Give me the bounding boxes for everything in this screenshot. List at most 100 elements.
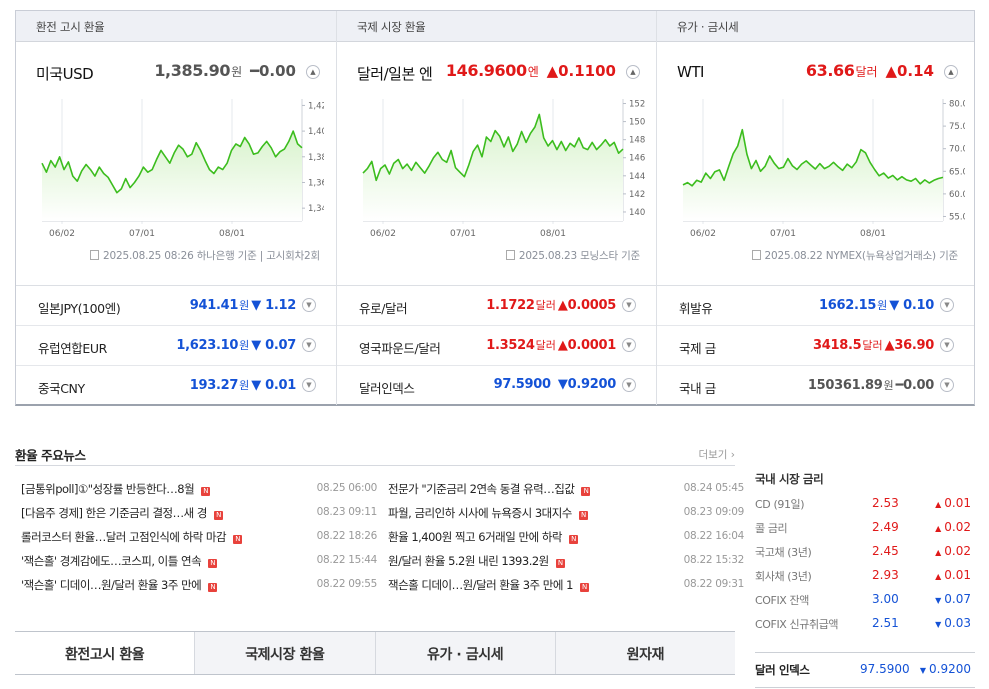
tab-international-rate[interactable]: 국제시장 환율 <box>194 632 375 674</box>
quote-change-value: 0.00 <box>258 62 296 80</box>
main-quote-value: 1,385.90원 ━0.00 <box>154 61 296 80</box>
rate-row-domestic-gold[interactable]: 국내 금 150361.89원 ━0.00 ▼ <box>657 366 974 406</box>
news-item[interactable]: '잭슨홀' 경계감에도…코스피, 이틀 연속 N 08.22 15:44 <box>21 550 377 574</box>
up-arrow-icon: ▲ <box>935 572 942 581</box>
up-arrow-icon: ▲ <box>546 62 559 80</box>
y-tick-label: 75.00 <box>949 122 965 132</box>
oil-gold-panel: 유가 · 금시세 WTI 63.66달러 ▲0.14 ▲ 80.0075.007… <box>656 11 974 405</box>
new-badge-icon: N <box>555 559 565 568</box>
rate-row-cny[interactable]: 중국CNY 193.27원 ▼ 0.01 ▼ <box>16 366 336 406</box>
expand-button[interactable]: ▼ <box>302 338 316 352</box>
rate-row-gasoline[interactable]: 휘발유 1662.15원 ▼ 0.10 ▼ <box>657 286 974 326</box>
panel-header[interactable]: 국제 시장 환율 <box>337 11 656 42</box>
y-tick-label: 70.00 <box>949 145 965 155</box>
main-quote-name[interactable]: 달러/일본 엔 <box>357 65 433 83</box>
news-headline[interactable]: 전문가 "기준금리 2연속 동결 유력…집값 N <box>388 481 591 497</box>
x-tick-label: 06/02 <box>370 229 396 239</box>
news-headline[interactable]: 롤러코스터 환율…달러 고점인식에 하락 마감 N <box>21 529 243 545</box>
y-tick-label: 1,360 <box>308 178 324 188</box>
expand-button[interactable]: ▼ <box>622 298 636 312</box>
news-headline-text: 롤러코스터 환율…달러 고점인식에 하락 마감 <box>21 530 227 544</box>
main-quote: WTI 63.66달러 ▲0.14 ▲ <box>677 61 958 85</box>
rate-row[interactable]: 국고채 (3년) 2.45 ▲ 0.02 <box>755 539 975 563</box>
row-number: 1.1722 <box>486 298 535 313</box>
news-headline-text: '잭슨홀' 경계감에도…코스피, 이틀 연속 <box>21 554 202 568</box>
main-quote-name[interactable]: 미국USD <box>36 65 94 83</box>
news-item[interactable]: [금통위poll]①"성장률 반등한다…8월 N 08.25 06:00 <box>21 478 377 502</box>
y-tick-label: 1,380 <box>308 153 324 163</box>
rate-value: 2.49 <box>872 520 899 534</box>
rate-row-eur[interactable]: 유럽연합EUR 1,623.10원 ▼ 0.07 ▼ <box>16 326 336 366</box>
expand-button[interactable]: ▼ <box>940 378 954 392</box>
rate-row[interactable]: COFIX 잔액 3.00 ▼ 0.07 <box>755 587 975 611</box>
row-value: 1662.15원 ▼ 0.10 <box>819 297 934 313</box>
row-unit: 원 <box>877 299 888 312</box>
rate-row-intl-gold[interactable]: 국제 금 3418.5달러 ▲36.90 ▼ <box>657 326 974 366</box>
flat-icon: ━ <box>895 378 904 393</box>
rate-rows: 일본JPY(100엔) 941.41원 ▼ 1.12 ▼ 유럽연합EUR 1,62… <box>16 285 336 406</box>
news-item[interactable]: '잭슨홀' 디데이…원/달러 환율 3주 만에 N 08.22 09:55 <box>21 574 377 598</box>
news-headline[interactable]: [금통위poll]①"성장률 반등한다…8월 N <box>21 481 211 497</box>
expand-button[interactable]: ▼ <box>302 378 316 392</box>
news-headline-text: 파월, 금리인하 시사에 뉴욕증시 3대지수 <box>388 506 572 520</box>
news-header: 환율 주요뉴스 더보기 › <box>15 438 735 466</box>
expand-button[interactable]: ▼ <box>940 298 954 312</box>
collapse-button[interactable]: ▲ <box>944 65 958 79</box>
source-text: 2025.08.22 NYMEX(뉴욕상업거래소) 기준 <box>764 250 959 262</box>
collapse-button[interactable]: ▲ <box>626 65 640 79</box>
document-icon <box>90 250 100 260</box>
news-headline[interactable]: [다음주 경제] 한은 기준금리 결정…새 경 N <box>21 505 223 521</box>
news-item[interactable]: 전문가 "기준금리 2연속 동결 유력…집값 N 08.24 05:45 <box>388 478 744 502</box>
collapse-button[interactable]: ▲ <box>306 65 320 79</box>
news-item[interactable]: 원/달러 환율 5.2원 내린 1393.2원 N 08.22 15:32 <box>388 550 744 574</box>
news-headline[interactable]: '잭슨홀' 경계감에도…코스피, 이틀 연속 N <box>21 553 218 569</box>
tab-exchange-notice[interactable]: 환전고시 환율 <box>15 632 195 674</box>
news-headline[interactable]: 환율 1,400원 찍고 6거래일 만에 하락 N <box>388 529 578 545</box>
news-item[interactable]: 롤러코스터 환율…달러 고점인식에 하락 마감 N 08.22 18:26 <box>21 526 377 550</box>
news-item[interactable]: [다음주 경제] 한은 기준금리 결정…새 경 N 08.23 09:11 <box>21 502 377 526</box>
tab-oil-gold[interactable]: 유가 · 금시세 <box>374 632 555 674</box>
row-value: 941.41원 ▼ 1.12 <box>190 297 297 313</box>
news-item[interactable]: 파월, 금리인하 시사에 뉴욕증시 3대지수 N 08.23 09:09 <box>388 502 744 526</box>
tab-commodities[interactable]: 원자재 <box>554 632 735 674</box>
more-link[interactable]: 더보기 › <box>698 447 735 462</box>
news-item[interactable]: 환율 1,400원 찍고 6거래일 만에 하락 N 08.22 16:04 <box>388 526 744 550</box>
news-headline[interactable]: 원/달러 환율 5.2원 내린 1393.2원 N <box>388 553 565 569</box>
up-arrow-icon: ▲ <box>935 548 942 557</box>
rate-change: ▲ 0.02 <box>935 544 971 558</box>
news-headline[interactable]: 잭슨홀 디데이…원/달러 환율 3주 만에 1 N <box>388 577 589 593</box>
rate-row-dxy[interactable]: 달러인덱스 97.5900 ▼0.9200 ▼ <box>337 366 656 406</box>
panel-header[interactable]: 환전 고시 환율 <box>16 11 336 42</box>
rate-row-gbpusd[interactable]: 영국파운드/달러 1.3524달러 ▲0.0001 ▼ <box>337 326 656 366</box>
rate-row-jpy[interactable]: 일본JPY(100엔) 941.41원 ▼ 1.12 ▼ <box>16 286 336 326</box>
news-headline[interactable]: '잭슨홀' 디데이…원/달러 환율 3주 만에 N <box>21 577 218 593</box>
main-quote: 달러/일본 엔 146.9600엔 ▲0.1100 ▲ <box>357 61 640 85</box>
rate-row[interactable]: 회사채 (3년) 2.93 ▲ 0.01 <box>755 563 975 587</box>
expand-button[interactable]: ▼ <box>302 298 316 312</box>
panel-header[interactable]: 유가 · 금시세 <box>657 11 974 42</box>
dollar-index-row[interactable]: 달러 인덱스 97.5900 ▼ 0.9200 <box>755 652 975 688</box>
new-badge-icon: N <box>579 583 589 592</box>
rate-row[interactable]: COFIX 신규취급액 2.51 ▼ 0.03 <box>755 611 975 635</box>
news-headline[interactable]: 파월, 금리인하 시사에 뉴욕증시 3대지수 N <box>388 505 588 521</box>
down-arrow-icon: ▼ <box>251 298 261 313</box>
expand-button[interactable]: ▼ <box>622 378 636 392</box>
row-change: 0.9200 <box>567 377 617 392</box>
expand-button[interactable]: ▼ <box>622 338 636 352</box>
up-arrow-icon: ▲ <box>935 524 942 533</box>
down-arrow-icon: ▼ <box>935 596 942 605</box>
row-value: 1.1722달러 ▲0.0005 <box>486 297 616 313</box>
rates-title: 국내 시장 금리 <box>755 472 824 486</box>
rate-row[interactable]: 콜 금리 2.49 ▲ 0.02 <box>755 515 975 539</box>
row-value: 97.5900 ▼0.9200 <box>494 377 617 392</box>
expand-button[interactable]: ▼ <box>940 338 954 352</box>
rate-change-value: 0.02 <box>944 544 971 558</box>
main-quote-name[interactable]: WTI <box>677 63 704 81</box>
y-tick-label: 55.00 <box>949 212 965 222</box>
main-quote-value: 63.66달러 ▲0.14 <box>806 61 934 80</box>
rate-row[interactable]: CD (91일) 2.53 ▲ 0.01 <box>755 491 975 515</box>
down-arrow-icon: ▼ <box>889 298 899 313</box>
y-tick-label: 1,400 <box>308 127 324 137</box>
news-item[interactable]: 잭슨홀 디데이…원/달러 환율 3주 만에 1 N 08.22 09:31 <box>388 574 744 598</box>
rate-row-eurusd[interactable]: 유로/달러 1.1722달러 ▲0.0005 ▼ <box>337 286 656 326</box>
